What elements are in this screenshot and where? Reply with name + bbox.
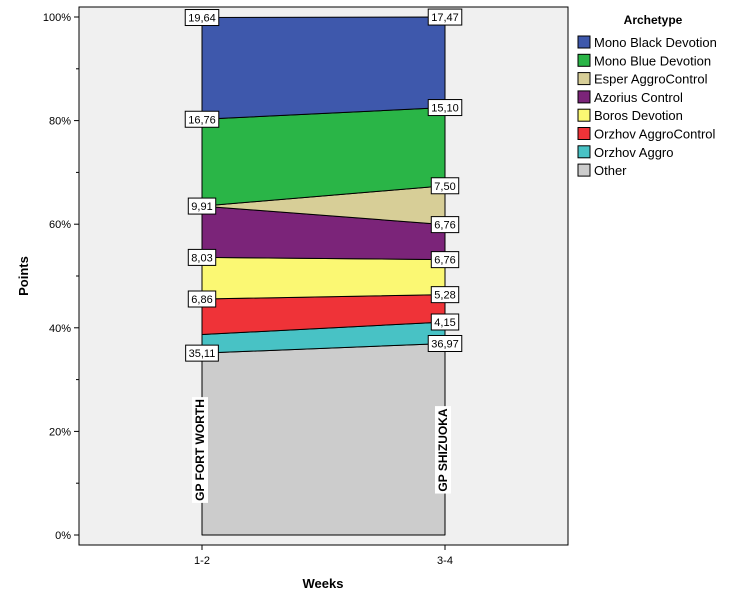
data-label-text: 4,15 [434,317,455,329]
legend-item-azorius-control: Azorius Control [577,90,683,105]
data-label-other: 36,97 [427,334,463,352]
data-label-other: 35,11 [185,344,219,362]
group-labels-group: GP FORT WORTH GP SHIZUOKA [192,397,451,503]
data-label-box [184,110,220,128]
legend-swatch [577,90,591,104]
group-label: GP FORT WORTH [192,397,208,503]
data-label-mono-blue-devotion: 15,10 [427,99,463,117]
y-tick-label: 0% [55,530,71,542]
data-label-mono-black-devotion: 19,64 [184,9,220,27]
data-label-box [427,99,463,117]
data-label-boros-devotion: 6,76 [430,251,460,269]
data-label-box [187,290,217,308]
data-label-box [427,334,463,352]
data-label-text: 5,28 [434,290,455,302]
data-label-text: 6,86 [191,294,212,306]
data-label-box [430,286,460,304]
y-axis-title: Points [16,256,31,296]
data-label-box [184,9,220,27]
legend-item-orzhov-aggro: Orzhov Aggro [577,145,674,160]
legend-label: Mono Blue Devotion [594,53,711,68]
legend-label: Mono Black Devotion [594,35,717,50]
legend-item-mono-black-devotion: Mono Black Devotion [577,35,717,50]
data-label-text: 15,10 [431,103,459,115]
data-label-box [430,313,460,331]
group-label-box [192,397,208,503]
data-labels-group: 35,11 36,97 4,15 6,86 5,28 8,03 6,76 9,91 6,76 7,… [184,8,463,362]
y-tick-label: 40% [49,323,71,335]
y-tick-label: 80% [49,116,71,128]
legend-item-mono-blue-devotion: Mono Blue Devotion [577,53,711,68]
area-other [201,342,446,536]
data-label-box [430,177,460,195]
legend-label: Other [594,163,627,178]
legend-swatch [577,145,591,159]
y-tick-label: 100% [43,12,71,24]
data-label-esper-aggrocontrol: 7,50 [430,177,460,195]
data-label-boros-devotion: 8,03 [187,248,217,266]
legend-label: Orzhov AggroControl [594,127,716,142]
x-axis-title: Weeks [303,576,344,591]
legend-swatch [577,108,591,122]
data-label-text: 6,76 [434,255,455,267]
data-label-box [430,251,460,269]
legend-swatch [577,53,591,67]
legend-title: Archetype [624,13,683,27]
data-label-azorius-control: 6,76 [430,216,460,234]
data-label-text: 16,76 [188,114,216,126]
data-label-text: 17,47 [431,12,459,24]
data-label-box [427,8,463,26]
legend: Archetype Mono Black Devotion Mono Blue D… [577,13,717,178]
data-label-box [187,248,217,266]
legend-label: Orzhov Aggro [594,145,674,160]
area-boros-devotion [201,256,446,300]
y-tick-label: 60% [49,219,71,231]
data-label-orzhov-aggro: 4,15 [430,313,460,331]
data-label-text: 9,91 [191,201,212,213]
data-label-text: 7,50 [434,181,455,193]
data-label-text: 35,11 [189,348,216,360]
x-tick-label: 3-4 [437,555,453,567]
legend-item-other: Other [577,163,627,178]
legend-label: Esper AggroControl [594,72,708,87]
legend-swatch [577,163,591,177]
data-label-text: 19,64 [188,13,216,25]
data-label-box [430,216,460,234]
legend-item-orzhov-aggrocontrol: Orzhov AggroControl [577,127,716,142]
legend-item-esper-aggrocontrol: Esper AggroControl [577,72,708,87]
data-label-orzhov-aggrocontrol: 5,28 [430,286,460,304]
area-mono-black-devotion [201,16,446,120]
data-label-box [185,344,219,362]
data-label-text: 36,97 [431,338,459,350]
x-tick-label: 1-2 [194,555,210,567]
group-label-box [435,406,451,494]
data-label-mono-blue-devotion: 16,76 [184,110,220,128]
group-label: GP SHIZUOKA [435,406,451,494]
data-label-mono-black-devotion: 17,47 [427,8,463,26]
data-label-text: 8,03 [191,252,212,264]
data-label-orzhov-aggrocontrol: 6,86 [187,290,217,308]
x-axis: 1-2 3-4 [194,545,453,567]
data-label-box [187,197,217,215]
data-label-azorius-control: 9,91 [187,197,217,215]
legend-swatch [577,127,591,140]
legend-label: Azorius Control [594,90,683,105]
area-series-group [201,16,446,536]
legend-swatch [577,35,591,49]
y-tick-label: 20% [49,426,71,438]
group-label-text: GP SHIZUOKA [436,408,450,491]
group-label-text: GP FORT WORTH [193,399,207,501]
y-axis: 0% 20% 40% 60% 80% 100% [43,7,80,545]
data-label-text: 6,76 [434,220,455,232]
legend-item-boros-devotion: Boros Devotion [577,108,683,123]
legend-swatch [577,72,591,86]
legend-label: Boros Devotion [594,108,683,123]
